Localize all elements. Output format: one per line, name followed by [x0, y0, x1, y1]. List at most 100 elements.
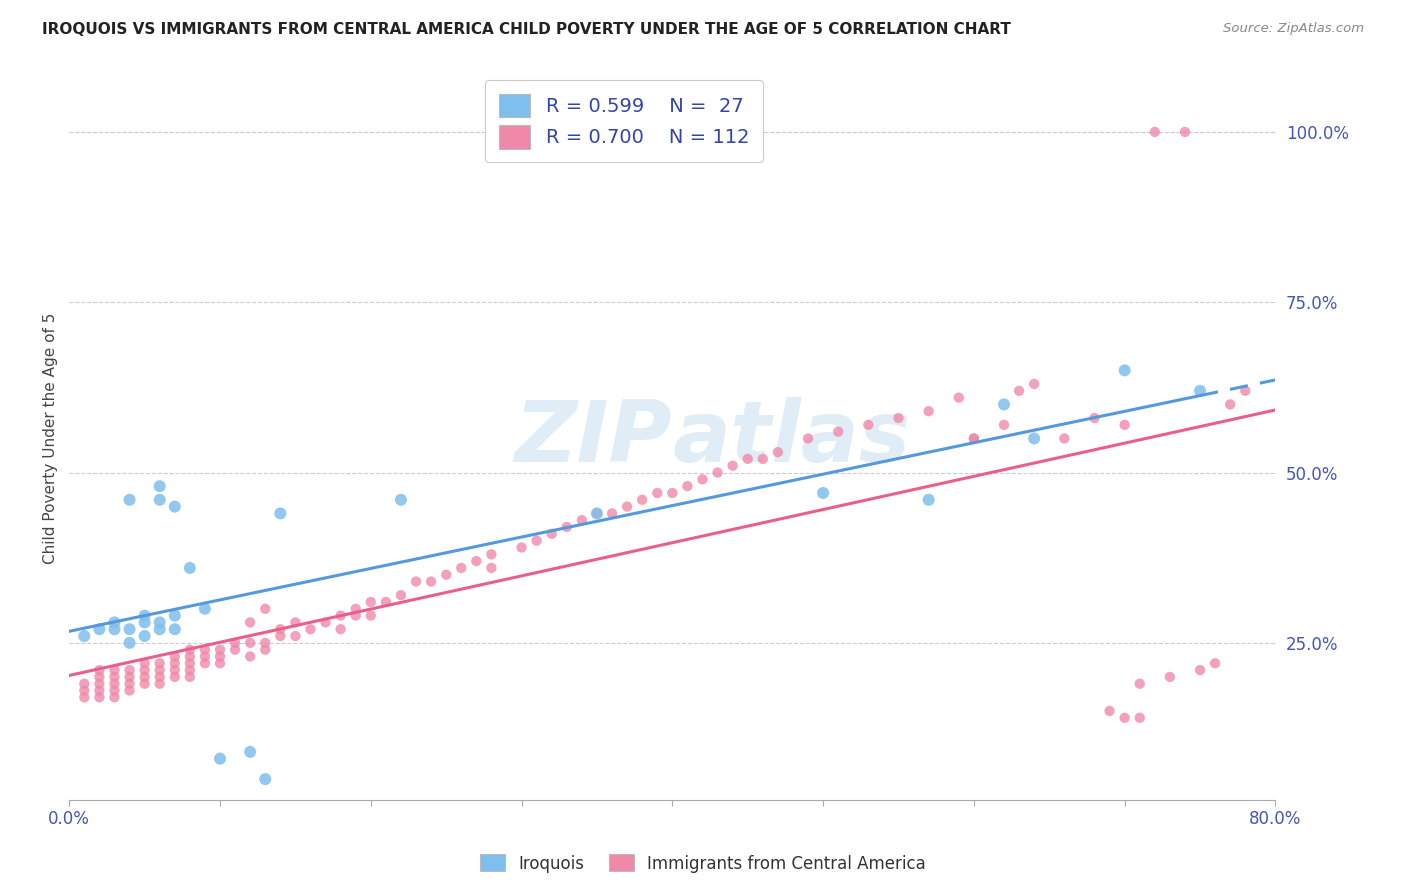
Point — [917, 492, 939, 507]
Point — [149, 657, 172, 671]
Point — [616, 500, 638, 514]
Point — [858, 417, 880, 432]
Point — [179, 657, 201, 671]
Point — [254, 636, 277, 650]
Point — [134, 629, 156, 643]
Point — [254, 642, 277, 657]
Point — [692, 472, 714, 486]
Point — [73, 676, 96, 690]
Point — [103, 663, 125, 677]
Point — [540, 526, 562, 541]
Point — [239, 745, 262, 759]
Point — [510, 541, 533, 555]
Point — [797, 432, 820, 446]
Point — [963, 432, 986, 446]
Point — [1159, 670, 1181, 684]
Point — [118, 663, 141, 677]
Point — [963, 432, 986, 446]
Point — [360, 595, 382, 609]
Point — [134, 676, 156, 690]
Point — [420, 574, 443, 589]
Point — [118, 676, 141, 690]
Point — [1188, 384, 1211, 398]
Point — [254, 772, 277, 786]
Point — [661, 486, 683, 500]
Point — [299, 622, 322, 636]
Point — [118, 670, 141, 684]
Point — [163, 608, 186, 623]
Legend: Iroquois, Immigrants from Central America: Iroquois, Immigrants from Central Americ… — [474, 847, 932, 880]
Point — [1114, 711, 1136, 725]
Point — [163, 657, 186, 671]
Point — [586, 507, 609, 521]
Point — [194, 642, 217, 657]
Point — [917, 404, 939, 418]
Point — [149, 492, 172, 507]
Point — [1114, 363, 1136, 377]
Point — [103, 670, 125, 684]
Point — [948, 391, 970, 405]
Point — [134, 608, 156, 623]
Point — [103, 622, 125, 636]
Point — [284, 615, 307, 630]
Point — [721, 458, 744, 473]
Point — [103, 690, 125, 705]
Point — [555, 520, 578, 534]
Legend: R = 0.599    N =  27, R = 0.700    N = 112: R = 0.599 N = 27, R = 0.700 N = 112 — [485, 80, 763, 162]
Point — [73, 683, 96, 698]
Point — [134, 657, 156, 671]
Y-axis label: Child Poverty Under the Age of 5: Child Poverty Under the Age of 5 — [44, 313, 58, 564]
Point — [827, 425, 849, 439]
Point — [194, 601, 217, 615]
Point — [315, 615, 337, 630]
Point — [1114, 417, 1136, 432]
Point — [389, 588, 412, 602]
Point — [163, 649, 186, 664]
Point — [586, 507, 609, 521]
Point — [134, 663, 156, 677]
Point — [1188, 663, 1211, 677]
Point — [118, 636, 141, 650]
Point — [284, 629, 307, 643]
Point — [645, 486, 668, 500]
Point — [149, 615, 172, 630]
Point — [179, 663, 201, 677]
Point — [389, 492, 412, 507]
Point — [163, 622, 186, 636]
Point — [239, 636, 262, 650]
Point — [269, 629, 291, 643]
Point — [526, 533, 548, 548]
Point — [329, 622, 352, 636]
Point — [1234, 384, 1257, 398]
Point — [600, 507, 623, 521]
Point — [1053, 432, 1076, 446]
Point — [269, 622, 291, 636]
Point — [89, 690, 111, 705]
Point — [405, 574, 427, 589]
Point — [1024, 376, 1046, 391]
Point — [89, 663, 111, 677]
Point — [737, 451, 759, 466]
Point — [73, 690, 96, 705]
Point — [1174, 125, 1197, 139]
Point — [179, 649, 201, 664]
Point — [676, 479, 699, 493]
Point — [752, 451, 775, 466]
Point — [479, 561, 502, 575]
Point — [179, 642, 201, 657]
Point — [239, 649, 262, 664]
Point — [134, 670, 156, 684]
Point — [89, 676, 111, 690]
Point — [269, 507, 291, 521]
Point — [179, 670, 201, 684]
Point — [103, 615, 125, 630]
Point — [1143, 125, 1166, 139]
Point — [89, 622, 111, 636]
Point — [479, 547, 502, 561]
Point — [374, 595, 396, 609]
Point — [103, 683, 125, 698]
Point — [571, 513, 593, 527]
Point — [208, 752, 231, 766]
Point — [450, 561, 472, 575]
Point — [224, 636, 246, 650]
